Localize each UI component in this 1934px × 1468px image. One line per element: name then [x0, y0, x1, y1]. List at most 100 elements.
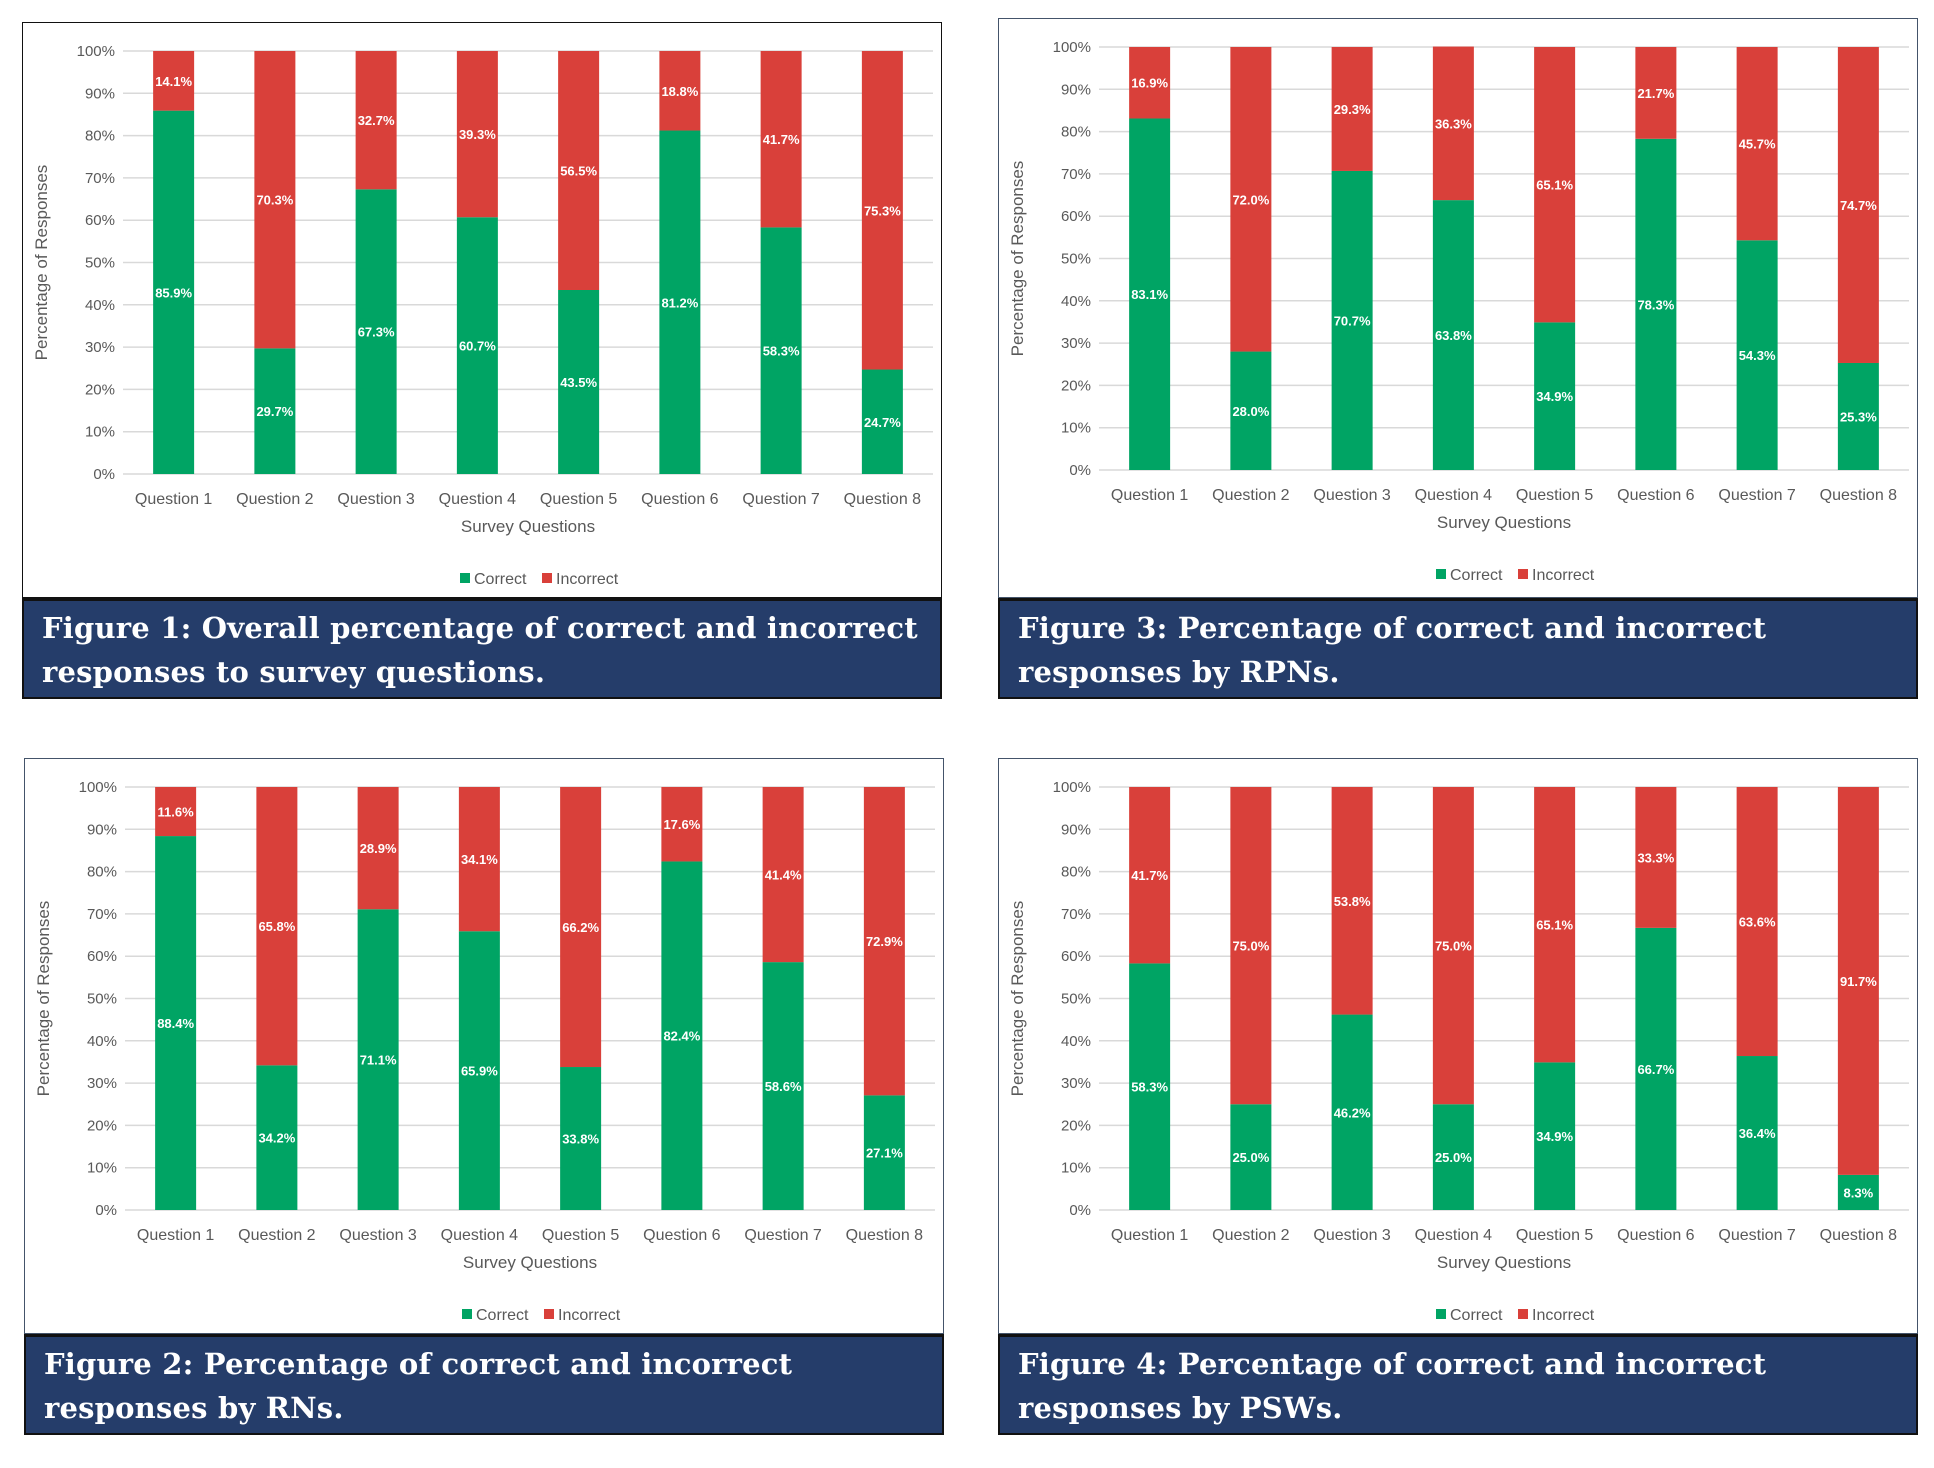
- bar-correct: [863, 1095, 905, 1210]
- data-label-incorrect: 29.3%: [1334, 102, 1371, 117]
- x-axis-title: Survey Questions: [463, 1253, 597, 1272]
- x-tick-label: Question 2: [1212, 1227, 1289, 1244]
- x-tick-label: Question 4: [441, 1227, 518, 1244]
- y-tick-label: 70%: [1061, 166, 1091, 183]
- y-tick-label: 30%: [85, 339, 115, 356]
- x-tick-label: Question 4: [1415, 487, 1492, 504]
- data-label-correct: 65.9%: [461, 1064, 498, 1079]
- figure-1-chart: 0% 10% 20% 30% 40% 50% 60% 70% 80% 90% 100% Percent…: [22, 22, 942, 598]
- x-tick-label: Question 3: [339, 1227, 416, 1244]
- bar-incorrect: [256, 787, 298, 1066]
- bar-correct: [355, 189, 397, 475]
- bar-incorrect: [1635, 787, 1677, 928]
- y-tick-label: 0%: [95, 1202, 117, 1219]
- legend-swatch-incorrect: [542, 573, 552, 583]
- data-label-correct: 34.9%: [1536, 1129, 1573, 1144]
- x-tick-label: Question 3: [1313, 487, 1390, 504]
- figure-3-chart: 0% 10% 20% 30% 40% 50% 60% 70% 80% 90% 100% Percent…: [998, 18, 1918, 598]
- x-tick-label: Question 5: [540, 491, 617, 508]
- bar-incorrect: [760, 51, 802, 228]
- y-tick-label: 80%: [1061, 864, 1091, 881]
- y-tick-label: 50%: [1061, 991, 1091, 1008]
- legend-swatch-correct: [1436, 1309, 1446, 1319]
- y-tick-label: 80%: [1061, 124, 1091, 141]
- bar-correct: [1432, 200, 1474, 470]
- data-label-incorrect: 75.0%: [1435, 939, 1472, 954]
- data-label-correct: 60.7%: [459, 339, 496, 354]
- bar-incorrect: [1331, 47, 1373, 171]
- y-tick-label: 40%: [1061, 293, 1091, 310]
- figure-1-caption: Figure 1: Overall percentage of correct …: [22, 598, 942, 699]
- bar-correct: [560, 1067, 602, 1210]
- y-tick-label: 90%: [1061, 81, 1091, 98]
- bar-correct: [760, 227, 802, 474]
- bar-correct: [357, 909, 399, 1210]
- x-tick-label: Question 5: [542, 1227, 619, 1244]
- data-label-correct: 58.3%: [763, 344, 800, 359]
- bar-correct: [458, 931, 500, 1210]
- bar-incorrect: [1432, 787, 1474, 1105]
- y-tick-label: 40%: [87, 1033, 117, 1050]
- legend-label-correct: Correct: [1450, 1307, 1503, 1324]
- figure-2-chart-svg: 0% 10% 20% 30% 40% 50% 60% 70% 80% 90% 100% Percent…: [34, 779, 935, 1324]
- data-label-incorrect: 74.7%: [1840, 198, 1877, 213]
- data-label-incorrect: 41.7%: [1131, 868, 1168, 883]
- x-tick-label: Question 8: [1820, 1227, 1897, 1244]
- bar-incorrect: [355, 51, 397, 190]
- legend-label-incorrect: Incorrect: [558, 1307, 621, 1324]
- bar-incorrect: [560, 787, 602, 1068]
- y-tick-label: 40%: [1061, 1033, 1091, 1050]
- x-tick-label: Question 5: [1516, 1227, 1593, 1244]
- bar-incorrect: [1230, 787, 1272, 1105]
- y-tick-label: 30%: [1061, 335, 1091, 352]
- data-label-correct: 28.0%: [1232, 404, 1269, 419]
- legend-swatch-correct: [460, 573, 470, 583]
- data-label-correct: 78.3%: [1637, 297, 1674, 312]
- x-axis-title: Survey Questions: [1437, 1253, 1571, 1272]
- x-tick-label: Question 7: [744, 1227, 821, 1244]
- data-label-incorrect: 65.8%: [258, 919, 295, 934]
- data-label-correct: 25.0%: [1435, 1150, 1472, 1165]
- bar-correct: [659, 130, 701, 475]
- bar-incorrect: [1129, 47, 1171, 119]
- bar-correct: [1534, 1062, 1576, 1210]
- y-axis-title: Percentage of Responses: [1008, 161, 1027, 357]
- bar-incorrect: [1837, 787, 1879, 1175]
- legend-swatch-incorrect: [544, 1309, 554, 1319]
- x-tick-label: Question 2: [238, 1227, 315, 1244]
- legend-label-correct: Correct: [1450, 567, 1503, 584]
- bar-incorrect: [456, 51, 498, 218]
- data-label-incorrect: 14.1%: [155, 74, 192, 89]
- bar-correct: [1129, 118, 1171, 470]
- x-tick-label: Question 4: [439, 491, 516, 508]
- bar-incorrect: [1635, 47, 1677, 139]
- y-tick-label: 50%: [1061, 251, 1091, 268]
- data-label-correct: 58.3%: [1131, 1080, 1168, 1095]
- y-tick-label: 20%: [1061, 1117, 1091, 1134]
- bar-correct: [1129, 963, 1171, 1210]
- y-tick-label: 100%: [1053, 779, 1091, 796]
- bar-correct: [1534, 322, 1576, 470]
- x-tick-label: Question 8: [1820, 487, 1897, 504]
- data-label-correct: 83.1%: [1131, 287, 1168, 302]
- y-tick-label: 10%: [87, 1160, 117, 1177]
- bar-incorrect: [661, 787, 703, 862]
- y-tick-label: 0%: [1069, 1202, 1091, 1219]
- y-tick-label: 100%: [77, 43, 115, 60]
- bar-incorrect: [458, 787, 500, 932]
- figure-4-caption: Figure 4: Percentage of correct and inco…: [998, 1334, 1918, 1435]
- data-label-incorrect: 18.8%: [661, 84, 698, 99]
- x-tick-label: Question 8: [846, 1227, 923, 1244]
- data-label-correct: 82.4%: [663, 1029, 700, 1044]
- data-label-incorrect: 11.6%: [158, 805, 195, 820]
- data-label-incorrect: 56.5%: [560, 163, 597, 178]
- y-tick-label: 70%: [1061, 906, 1091, 923]
- bar-incorrect: [1432, 46, 1474, 201]
- y-tick-label: 70%: [87, 906, 117, 923]
- data-label-incorrect: 72.9%: [866, 934, 903, 949]
- y-tick-label: 90%: [1061, 821, 1091, 838]
- data-label-incorrect: 91.7%: [1840, 974, 1877, 989]
- figure-3-chart-svg: 0% 10% 20% 30% 40% 50% 60% 70% 80% 90% 100% Percent…: [1008, 39, 1909, 584]
- data-label-incorrect: 41.4%: [765, 868, 802, 883]
- x-tick-label: Question 7: [742, 491, 819, 508]
